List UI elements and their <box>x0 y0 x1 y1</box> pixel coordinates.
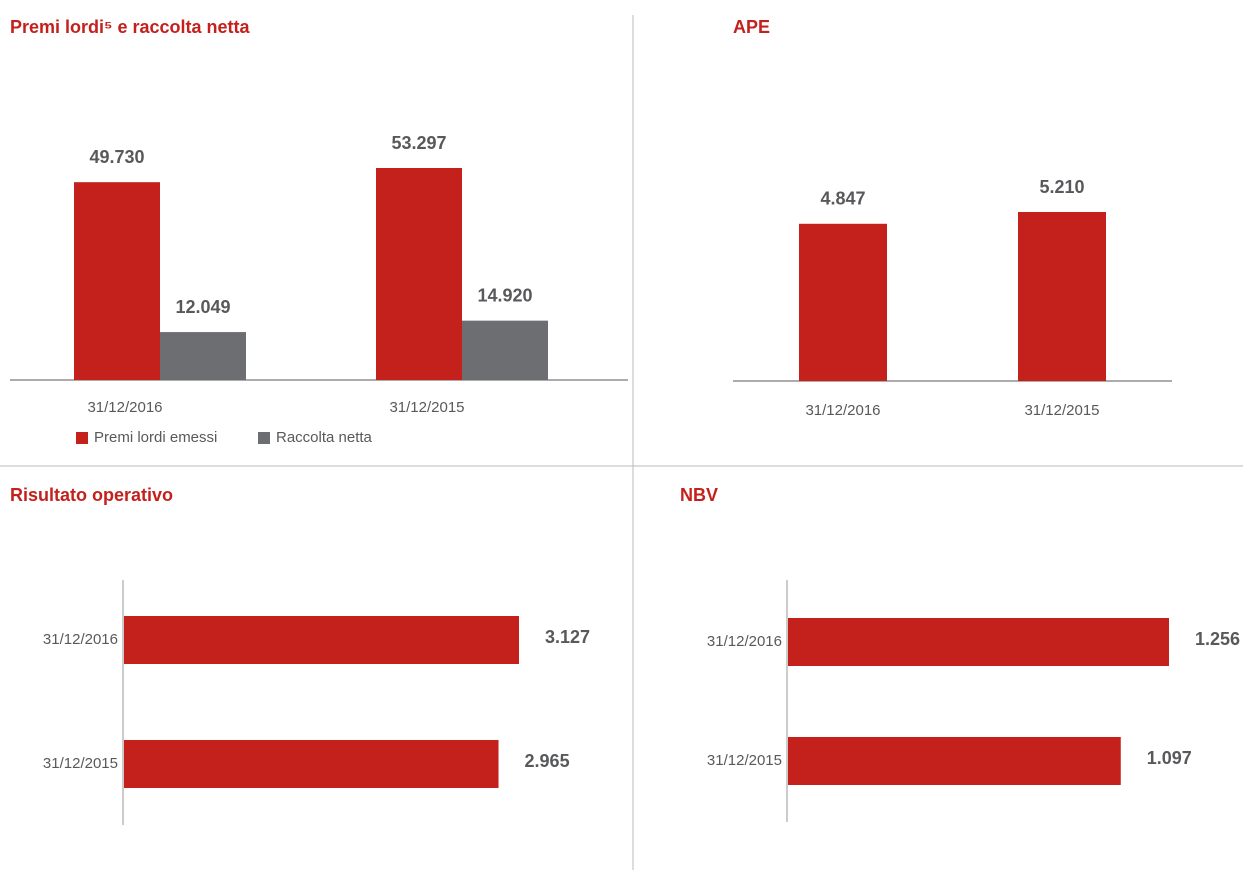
legend-label: Raccolta netta <box>276 429 373 446</box>
value-label: 49.730 <box>89 147 144 167</box>
bar <box>1018 212 1106 381</box>
value-label: 1.097 <box>1147 748 1192 768</box>
chart-title: Risultato operativo <box>10 485 173 505</box>
value-label: 5.210 <box>1039 177 1084 197</box>
bar <box>160 332 246 380</box>
y-tick-label: 31/12/2016 <box>707 633 782 650</box>
x-tick-label: 31/12/2016 <box>805 402 880 419</box>
bar <box>124 740 499 788</box>
bar <box>74 182 160 380</box>
value-label: 12.049 <box>175 297 230 317</box>
chart-title: NBV <box>680 485 718 505</box>
bar <box>376 168 462 380</box>
x-tick-label: 31/12/2015 <box>1024 402 1099 419</box>
bar <box>799 223 887 381</box>
legend-swatch <box>258 432 270 444</box>
chart-title: APE <box>733 17 770 37</box>
legend-swatch <box>76 432 88 444</box>
x-tick-label: 31/12/2015 <box>389 399 464 416</box>
value-label: 14.920 <box>477 285 532 305</box>
bar <box>788 618 1169 666</box>
value-label: 4.847 <box>820 189 865 209</box>
bar <box>462 320 548 380</box>
y-tick-label: 31/12/2016 <box>43 631 118 648</box>
bar <box>124 616 519 664</box>
legend-label: Premi lordi emessi <box>94 429 217 446</box>
value-label: 2.965 <box>525 751 570 771</box>
value-label: 1.256 <box>1195 629 1240 649</box>
bar <box>788 737 1121 785</box>
chart-title: Premi lordi⁵ e raccolta netta <box>10 17 251 37</box>
x-tick-label: 31/12/2016 <box>87 399 162 416</box>
y-tick-label: 31/12/2015 <box>43 755 118 772</box>
value-label: 3.127 <box>545 627 590 647</box>
y-tick-label: 31/12/2015 <box>707 752 782 769</box>
value-label: 53.297 <box>391 133 446 153</box>
